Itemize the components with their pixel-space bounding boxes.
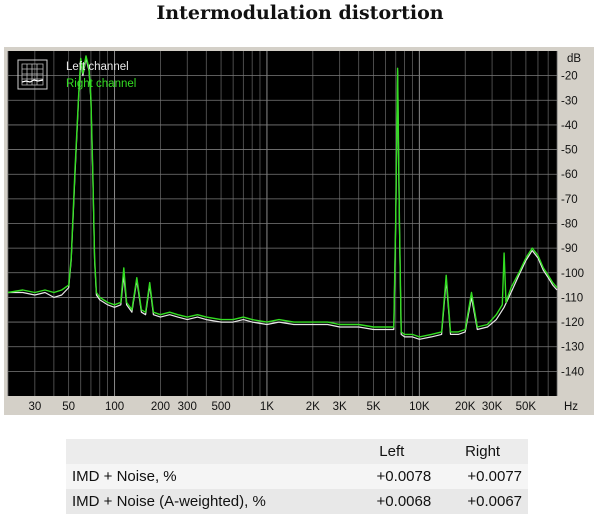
results-table: Left Right IMD + Noise, % +0.0078 +0.007… bbox=[66, 439, 528, 514]
grid-icon[interactable] bbox=[17, 59, 48, 90]
imd-spectrum-chart: 30 50 100 200 300 500 1K 2K 3K 5K 10K 20K 30K 50K Hz -2… bbox=[4, 47, 594, 415]
header-right: Right bbox=[465, 443, 501, 460]
y-tick-label: -20 bbox=[561, 71, 578, 83]
chart-title: Intermodulation distortion bbox=[156, 2, 444, 24]
x-tick-label: 200 bbox=[151, 401, 170, 413]
y-tick-label: -130 bbox=[561, 342, 584, 354]
x-tick-label: 20K bbox=[455, 401, 476, 413]
legend-left-channel: Left channel bbox=[66, 61, 129, 73]
x-tick-label: 100 bbox=[105, 401, 124, 413]
row-right-value: +0.0077 bbox=[467, 468, 522, 485]
header-label bbox=[66, 439, 346, 464]
y-tick-label: -40 bbox=[561, 120, 578, 132]
y-tick-label: -100 bbox=[561, 268, 584, 280]
y-tick-label: -110 bbox=[561, 292, 583, 304]
row-label: IMD + Noise, % bbox=[72, 468, 177, 485]
row-left-value: +0.0078 bbox=[376, 468, 432, 485]
x-tick-label: 10K bbox=[409, 401, 430, 413]
x-tick-label: 2K bbox=[306, 401, 320, 413]
legend-right-channel: Right channel bbox=[66, 78, 136, 90]
x-tick-label: 500 bbox=[211, 401, 230, 413]
results-header-row: Left Right bbox=[66, 439, 528, 464]
row-left-value: +0.0068 bbox=[376, 493, 432, 510]
series-layer bbox=[7, 55, 558, 340]
series-line-right-channel bbox=[7, 55, 558, 338]
x-tick-label: 3K bbox=[333, 401, 347, 413]
x-axis-label: Hz bbox=[564, 401, 578, 413]
y-tick-label: -50 bbox=[561, 145, 578, 157]
table-row: IMD + Noise (A-weighted), % +0.0068 +0.0… bbox=[66, 489, 528, 514]
header-left: Left bbox=[379, 443, 405, 460]
y-tick-label: -80 bbox=[561, 219, 578, 231]
row-right-value: +0.0067 bbox=[467, 493, 522, 510]
x-tick-label: 30 bbox=[28, 401, 41, 413]
y-tick-label: -140 bbox=[561, 366, 584, 378]
y-axis-label: dB bbox=[567, 53, 581, 65]
x-tick-label: 300 bbox=[178, 401, 197, 413]
y-tick-label: -120 bbox=[561, 317, 584, 329]
y-tick-label: -30 bbox=[561, 95, 578, 107]
x-tick-label: 50K bbox=[516, 401, 537, 413]
x-tick-label: 50 bbox=[62, 401, 75, 413]
x-tick-label: 1K bbox=[260, 401, 274, 413]
y-tick-label: -70 bbox=[561, 194, 578, 206]
y-tick-label: -90 bbox=[561, 243, 578, 255]
axis-labels: 30 50 100 200 300 500 1K 2K 3K 5K 10K 20K 30K 50K Hz -2… bbox=[28, 53, 584, 413]
table-row: IMD + Noise, % +0.0078 +0.0077 bbox=[66, 464, 528, 489]
chart-frame: 30 50 100 200 300 500 1K 2K 3K 5K 10K 20K 30K 50K Hz -2… bbox=[4, 47, 594, 415]
legend: Left channel Right channel bbox=[17, 59, 136, 90]
row-label: IMD + Noise (A-weighted), % bbox=[72, 493, 266, 510]
x-tick-label: 30K bbox=[482, 401, 503, 413]
x-tick-label: 5K bbox=[366, 401, 380, 413]
y-tick-label: -60 bbox=[561, 169, 578, 181]
